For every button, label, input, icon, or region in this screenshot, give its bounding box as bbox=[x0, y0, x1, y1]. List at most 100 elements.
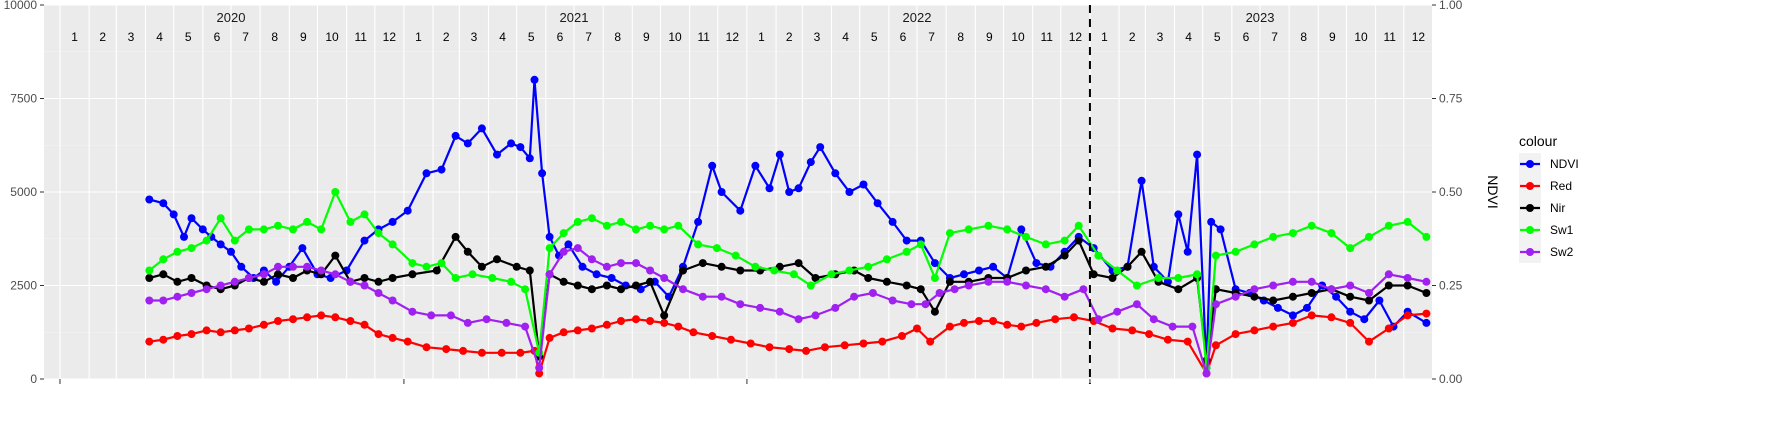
data-point-nir bbox=[173, 277, 182, 286]
data-point-sw1 bbox=[159, 255, 168, 264]
data-point-red bbox=[202, 326, 211, 335]
month-label: 2 bbox=[99, 30, 106, 44]
month-label: 1 bbox=[758, 30, 765, 44]
data-point-red bbox=[497, 348, 506, 357]
data-point-ndvi bbox=[1332, 292, 1341, 301]
data-point-sw1 bbox=[388, 240, 397, 249]
data-point-sw1 bbox=[1003, 225, 1012, 234]
data-point-sw2 bbox=[1149, 315, 1158, 324]
data-point-nir bbox=[930, 307, 939, 316]
data-point-red bbox=[632, 315, 640, 324]
data-point-sw2 bbox=[617, 259, 625, 268]
data-point-sw2 bbox=[964, 281, 973, 290]
data-point-ndvi bbox=[1183, 247, 1192, 256]
series-sw2 bbox=[145, 244, 1431, 378]
data-point-sw1 bbox=[468, 270, 477, 279]
month-label: 10 bbox=[1011, 30, 1025, 44]
data-point-sw2 bbox=[374, 289, 383, 297]
data-point-sw1 bbox=[274, 221, 282, 230]
data-point-ndvi bbox=[1303, 303, 1311, 312]
data-point-nir bbox=[1384, 281, 1393, 290]
year-labels: 2020 2021 2022 2023 bbox=[217, 10, 1275, 25]
data-point-red bbox=[289, 315, 297, 324]
data-point-sw1 bbox=[1327, 229, 1336, 238]
month-label: 10 bbox=[325, 30, 339, 44]
legend-key-point bbox=[1526, 248, 1534, 256]
data-point-sw2 bbox=[811, 311, 820, 320]
data-point-ndvi bbox=[592, 270, 601, 279]
data-point-sw2 bbox=[1094, 315, 1103, 324]
data-point-nir bbox=[736, 266, 745, 275]
data-point-nir bbox=[463, 247, 472, 256]
data-point-sw2 bbox=[850, 292, 859, 301]
data-point-sw1 bbox=[437, 259, 446, 268]
month-label: 3 bbox=[814, 30, 821, 44]
data-point-ndvi bbox=[794, 184, 803, 193]
data-point-sw2 bbox=[446, 311, 455, 320]
data-point-sw2 bbox=[1022, 281, 1030, 290]
data-point-nir bbox=[1041, 262, 1050, 271]
data-point-ndvi bbox=[437, 165, 446, 174]
data-point-sw2 bbox=[632, 259, 640, 268]
data-point-nir bbox=[159, 270, 168, 279]
data-point-sw1 bbox=[602, 221, 611, 230]
right-tick-label: 1.00 bbox=[1439, 0, 1463, 12]
legend-label: Sw1 bbox=[1550, 223, 1574, 237]
data-point-sw1 bbox=[346, 217, 355, 226]
data-point-ndvi bbox=[216, 240, 225, 249]
data-point-sw1 bbox=[216, 214, 225, 223]
data-point-sw2 bbox=[360, 281, 369, 290]
data-point-sw1 bbox=[806, 281, 815, 290]
data-point-sw2 bbox=[698, 292, 707, 301]
data-point-sw1 bbox=[1231, 247, 1240, 256]
data-point-nir bbox=[145, 274, 154, 282]
data-point-sw2 bbox=[145, 296, 154, 305]
data-point-ndvi bbox=[1174, 210, 1183, 219]
data-point-ndvi bbox=[751, 161, 760, 170]
left-tick-label: 2500 bbox=[10, 279, 37, 293]
data-point-nir bbox=[698, 259, 707, 268]
data-point-nir bbox=[1346, 292, 1355, 301]
month-label: 6 bbox=[557, 30, 564, 44]
data-point-red bbox=[459, 346, 468, 355]
data-point-sw2 bbox=[1079, 285, 1088, 294]
legend-label: Red bbox=[1550, 179, 1572, 193]
data-point-sw2 bbox=[274, 262, 282, 271]
data-point-sw1 bbox=[1041, 240, 1050, 249]
data-point-sw1 bbox=[1422, 232, 1431, 241]
data-point-red bbox=[945, 322, 954, 331]
data-point-nir bbox=[945, 277, 954, 286]
data-point-sw1 bbox=[488, 274, 497, 282]
data-point-sw1 bbox=[789, 270, 798, 279]
data-point-red bbox=[477, 348, 486, 357]
data-point-sw2 bbox=[502, 318, 511, 327]
month-label: 5 bbox=[871, 30, 878, 44]
data-point-ndvi bbox=[717, 188, 726, 196]
data-point-sw1 bbox=[331, 188, 340, 196]
data-point-nir bbox=[660, 311, 669, 320]
data-point-ndvi bbox=[960, 270, 968, 279]
data-point-ndvi bbox=[607, 274, 616, 282]
month-label: 2 bbox=[1129, 30, 1136, 44]
data-point-ndvi bbox=[831, 169, 840, 178]
data-point-nir bbox=[1422, 289, 1431, 297]
data-point-nir bbox=[1060, 251, 1069, 260]
data-point-sw1 bbox=[694, 240, 703, 249]
data-point-sw2 bbox=[331, 270, 340, 279]
data-point-ndvi bbox=[360, 236, 369, 245]
data-point-sw2 bbox=[427, 311, 436, 320]
data-point-red bbox=[1003, 320, 1012, 329]
month-label: 2 bbox=[786, 30, 793, 44]
data-point-sw1 bbox=[617, 217, 625, 226]
month-label: 9 bbox=[300, 30, 307, 44]
left-tick-label: 7500 bbox=[10, 92, 37, 106]
data-point-ndvi bbox=[775, 150, 784, 159]
right-axis-title: NDVI bbox=[1485, 175, 1501, 208]
legend-item-sw2: Sw2 bbox=[1519, 241, 1574, 263]
data-point-sw1 bbox=[902, 247, 911, 256]
data-point-ndvi bbox=[989, 262, 998, 271]
data-point-sw1 bbox=[751, 262, 760, 271]
month-label: 10 bbox=[1354, 30, 1368, 44]
data-point-sw2 bbox=[679, 285, 687, 294]
data-point-red bbox=[1288, 318, 1297, 327]
